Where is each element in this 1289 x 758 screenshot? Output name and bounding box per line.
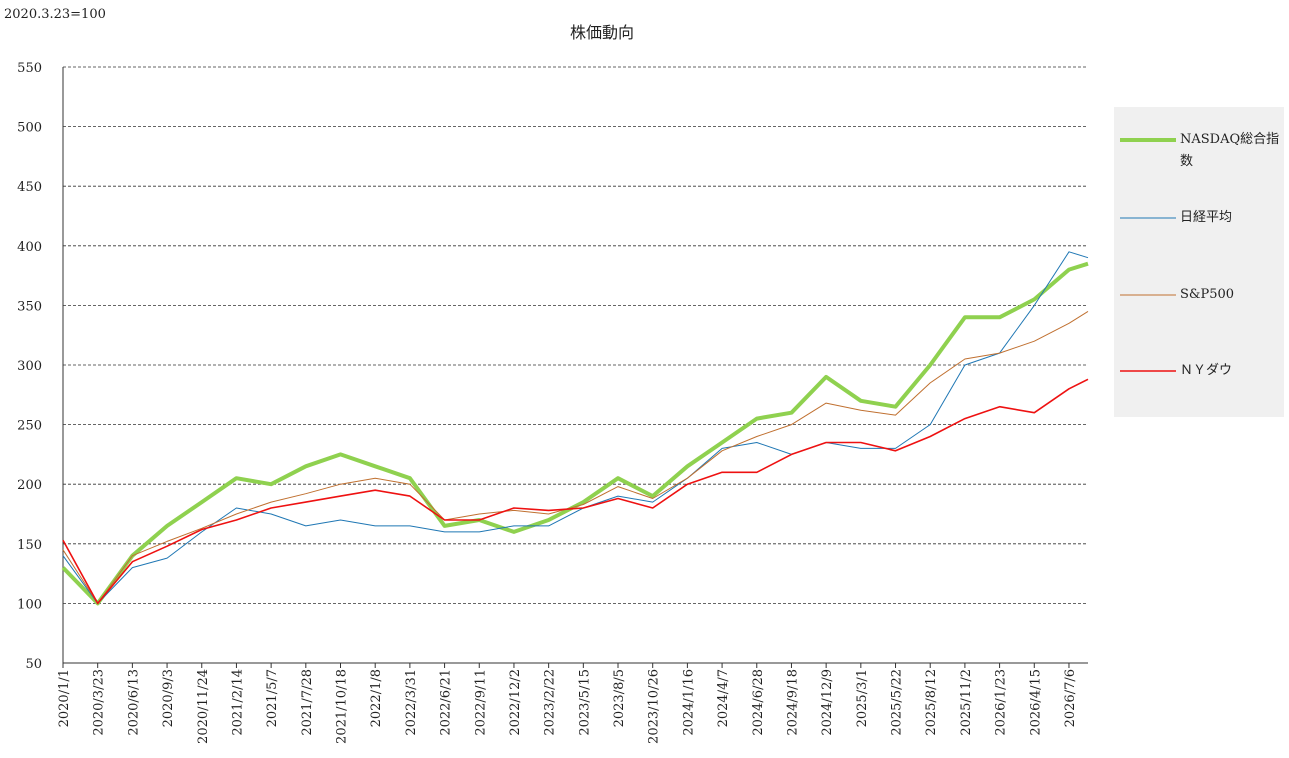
x-tick-label: 2020/11/24 (196, 669, 211, 744)
x-tick-label: 2025/5/22 (890, 669, 905, 736)
legend-label: S&P500 (1180, 287, 1235, 302)
x-tick-label: 2021/5/7 (265, 669, 280, 727)
y-tick-label: 250 (17, 419, 42, 434)
x-tick-label: 2020/3/23 (92, 669, 107, 736)
x-tick-label: 2022/6/21 (439, 669, 454, 736)
annotation: 2020.3.23=100 (4, 7, 106, 22)
legend-item: NASDAQ総合指数 (1120, 129, 1284, 173)
x-tick-label: 2022/12/2 (508, 669, 523, 736)
x-tick-label: 2021/7/28 (300, 669, 315, 736)
x-tick-label: 2022/1/8 (369, 669, 384, 727)
x-tick-label: 2023/2/22 (543, 669, 558, 736)
x-tick-label: 2026/1/23 (994, 669, 1009, 736)
legend-swatch (1120, 370, 1176, 372)
x-tick-label: 2025/11/2 (959, 669, 974, 736)
y-tick-label: 400 (17, 240, 42, 255)
legend-swatch (1120, 217, 1176, 219)
legend-swatch (1120, 294, 1176, 296)
x-tick-label: 2026/7/6 (1063, 669, 1078, 727)
y-tick-label: 100 (17, 597, 42, 612)
legend-label: NASDAQ総合指数 (1180, 132, 1280, 169)
y-tick-label: 50 (25, 657, 42, 672)
legend-item: S&P500 (1120, 284, 1284, 306)
y-tick-label: 500 (17, 121, 42, 136)
series-line (61, 261, 1089, 606)
legend-item: 日経平均 (1120, 207, 1284, 229)
x-tick-label: 2024/12/9 (820, 669, 835, 736)
x-tick-label: 2024/9/18 (785, 669, 800, 736)
x-tick-label: 2021/2/14 (230, 669, 245, 736)
legend: NASDAQ総合指数日経平均 S&P500 ＮＹダウ (1114, 107, 1284, 417)
x-tick-label: 2025/8/12 (924, 669, 939, 736)
series-line (62, 251, 1089, 604)
x-tick-label: 2024/1/16 (681, 669, 696, 736)
series-line (62, 378, 1089, 605)
legend-label: 日経平均 (1180, 210, 1233, 225)
x-tick-label: 2022/9/11 (473, 669, 488, 736)
x-tick-label: 2023/5/15 (577, 669, 592, 736)
x-tick-label: 2020/9/3 (161, 669, 176, 727)
x-tick-label: 2022/3/31 (404, 669, 419, 736)
x-tick-label: 2024/4/7 (716, 669, 731, 727)
y-tick-label: 150 (17, 538, 42, 553)
chart-title: 株価動向 (570, 23, 634, 42)
x-tick-label: 2026/4/15 (1028, 669, 1043, 736)
series-line (62, 310, 1089, 604)
x-tick-label: 2020/6/13 (126, 669, 141, 736)
y-tick-label: 350 (17, 299, 42, 314)
x-tick-label: 2025/3/1 (855, 669, 870, 727)
x-tick-label: 2023/10/26 (647, 669, 662, 744)
x-tick-label: 2024/6/28 (751, 669, 766, 736)
legend-item: ＮＹダウ (1120, 360, 1284, 382)
y-tick-label: 300 (17, 359, 42, 374)
y-tick-label: 450 (17, 180, 42, 195)
x-tick-label: 2020/1/1 (57, 669, 72, 727)
x-tick-label: 2023/8/5 (612, 669, 627, 727)
y-tick-label: 550 (17, 61, 42, 76)
y-tick-label: 200 (17, 478, 42, 493)
legend-swatch (1120, 138, 1176, 142)
x-tick-label: 2021/10/18 (335, 669, 350, 744)
legend-label: ＮＹダウ (1180, 363, 1233, 378)
